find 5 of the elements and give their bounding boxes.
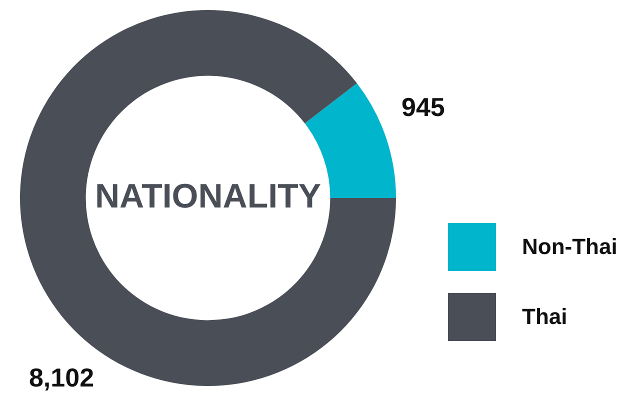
legend-label: Thai — [522, 304, 568, 330]
legend-label: Non-Thai — [522, 234, 618, 260]
data-label: 945 — [401, 92, 445, 122]
text: NATIONALITY — [94, 177, 322, 216]
data-label: 8,102 — [28, 362, 94, 392]
